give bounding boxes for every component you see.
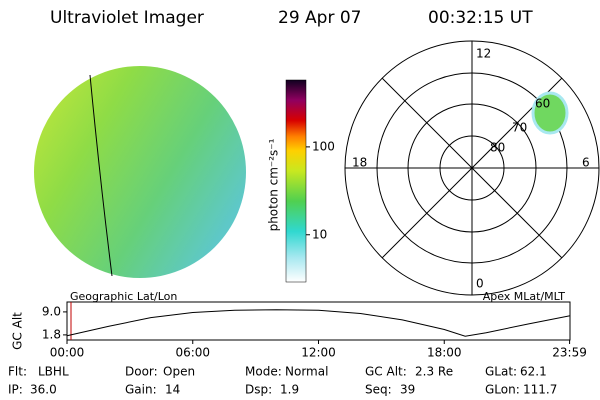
- aurora-blob: [531, 91, 569, 135]
- alt-curve: [66, 309, 571, 337]
- info-label: Flt:: [8, 365, 27, 379]
- colorbar-tick-label: 100: [312, 139, 335, 153]
- info-label: Door:: [125, 365, 158, 379]
- alt-xtick-label: 00:00: [50, 346, 85, 360]
- mlt-label: 18: [352, 156, 367, 170]
- terminator-line: [89, 74, 113, 277]
- alt-ytick-label: 1.8: [42, 327, 61, 341]
- alt-ytick-label: 9.0: [42, 304, 61, 318]
- info-value: 62.1: [520, 365, 547, 379]
- info-label: GLat:: [485, 365, 517, 379]
- info-label: Mode:: [245, 365, 282, 379]
- info-label: GC Alt:: [365, 365, 407, 379]
- image-label: Geographic Lat/Lon: [70, 290, 177, 303]
- info-value: Normal: [285, 365, 328, 379]
- mlt-label: 0: [476, 277, 484, 291]
- mlat-label: 60: [535, 97, 550, 111]
- alt-ylabel: GC Alt: [11, 312, 25, 350]
- colorbar: [285, 79, 307, 283]
- info-label: Seq:: [365, 383, 392, 397]
- info-label: GLon:: [485, 383, 520, 397]
- colorbar-label: photon cm⁻²s⁻¹: [267, 138, 281, 231]
- info-value: 111.7: [523, 383, 557, 397]
- info-value: LBHL: [38, 365, 69, 379]
- info-value: 36.0: [30, 383, 57, 397]
- mlt-label: 12: [476, 47, 491, 61]
- earth-image: [34, 66, 246, 278]
- alt-xtick-label: 12:00: [301, 346, 336, 360]
- alt-xtick-label: 23:59: [552, 346, 587, 360]
- info-value: Open: [163, 365, 195, 379]
- polar-grid: [344, 40, 600, 296]
- info-value: 14: [165, 383, 180, 397]
- info-value: 1.9: [280, 383, 299, 397]
- mlt-label: 6: [582, 156, 590, 170]
- info-value: 2.3 Re: [415, 365, 453, 379]
- alt-xtick-label: 18:00: [427, 346, 462, 360]
- info-label: Gain:: [125, 383, 157, 397]
- title: Ultraviolet Imager: [50, 8, 204, 28]
- colorbar-tick-label: 10: [312, 227, 327, 241]
- info-value: 39: [400, 383, 415, 397]
- polar-label: Apex MLat/MLT: [483, 290, 566, 303]
- mlat-label: 80: [490, 141, 505, 155]
- date: 29 Apr 07: [278, 8, 361, 28]
- alt-xtick-label: 06:00: [175, 346, 210, 360]
- info-label: IP:: [8, 383, 23, 397]
- info-label: Dsp:: [245, 383, 272, 397]
- time: 00:32:15 UT: [428, 8, 533, 28]
- mlat-label: 70: [512, 121, 527, 135]
- alt-plot-frame: [66, 301, 571, 341]
